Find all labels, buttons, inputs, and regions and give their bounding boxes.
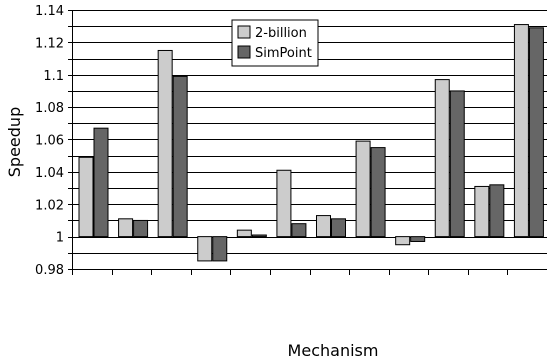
bar-2-billion — [118, 218, 134, 238]
bar-simpoint — [370, 147, 386, 238]
bar-simpoint — [172, 75, 188, 238]
bar-2-billion — [78, 156, 94, 238]
bar-simpoint — [449, 90, 465, 238]
y-tick-label: 1.1 — [43, 69, 64, 84]
legend-swatch-simpoint — [237, 45, 251, 59]
axes — [68, 10, 508, 275]
bar-2-billion — [474, 185, 490, 238]
bars — [78, 24, 544, 262]
legend-label-2-billion: 2-billion — [255, 26, 307, 41]
y-tick-label: 0.98 — [35, 263, 64, 278]
bar-2-billion — [157, 49, 173, 238]
y-tick-labels: 0.98 1 1.02 1.04 1.06 1.08 1.1 1.12 1.14 — [35, 4, 64, 278]
bar-2-billion — [236, 229, 252, 238]
bar-2-billion — [395, 236, 411, 246]
bar-simpoint — [133, 219, 149, 238]
bar-2-billion — [276, 169, 292, 238]
y-tick-label: 1.08 — [35, 101, 64, 116]
bar-simpoint — [212, 236, 228, 262]
bar-2-billion — [316, 215, 331, 238]
y-tick-label: 1.06 — [35, 134, 64, 149]
y-tick-label: 1.02 — [35, 198, 64, 213]
bar-2-billion — [434, 79, 450, 238]
bar-2-billion — [513, 24, 529, 238]
bar-simpoint — [251, 234, 267, 238]
bar-simpoint — [489, 184, 505, 238]
bar-simpoint — [331, 218, 346, 238]
legend-label-simpoint: SimPoint — [255, 46, 312, 61]
y-tick-label: 1.12 — [35, 36, 64, 51]
bar-simpoint — [93, 127, 109, 238]
legend-swatch-2-billion — [237, 25, 251, 39]
x-axis-title: Mechanism — [288, 341, 379, 358]
bar-simpoint — [410, 236, 426, 242]
legend: 2-billion SimPoint — [231, 19, 319, 67]
y-tick-label: 1 — [56, 231, 64, 246]
bar-simpoint — [528, 27, 544, 238]
bar-2-billion — [355, 140, 371, 238]
bar-simpoint — [291, 223, 307, 238]
y-tick-label: 1.14 — [35, 4, 64, 19]
y-axis-title: Speedup — [5, 107, 24, 177]
y-tick-label: 1.04 — [35, 166, 64, 181]
bar-2-billion — [197, 236, 213, 262]
